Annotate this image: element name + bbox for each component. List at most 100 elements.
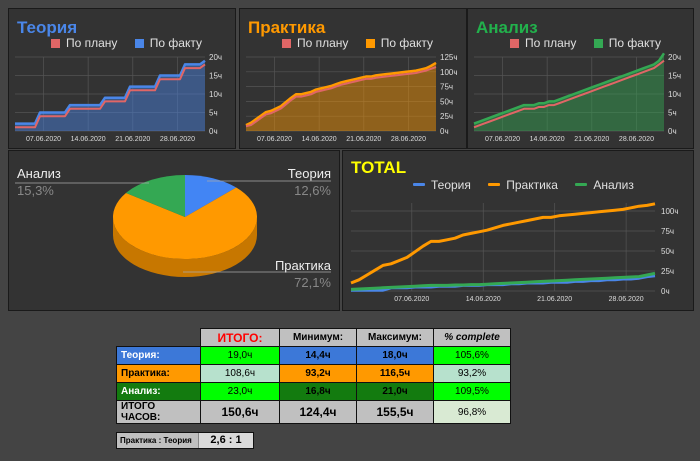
legend-analiz: Анализ [575,178,634,192]
plan-line [15,63,206,129]
y-tick-label: 20ч [668,53,681,62]
legend-praktika: Практика [488,178,558,192]
cell-total: 150,6ч [200,400,280,424]
legend-swatch-fact [134,39,144,48]
y-tick-label: 10ч [209,90,222,99]
cell-min: 14,4ч [279,346,357,365]
cell-min: 124,4ч [279,400,357,424]
pie-value-teoria: 12,6% [294,183,331,198]
chart-title-praktika: Практика [248,18,326,37]
y-tick-label: 100ч [440,68,458,77]
legend-plan: По плану [282,36,348,50]
x-tick-label: 14.06.2020 [466,296,501,303]
pie-label-praktika: Практика [274,258,331,273]
y-tick-label: 0ч [661,287,670,296]
cell-total: 108,6ч [200,364,280,383]
x-tick-label: 21.06.2020 [346,136,381,143]
x-tick-label: 21.06.2020 [115,136,150,143]
legend-fact: По факту [365,36,433,50]
cell-total: 19,0ч [200,346,280,365]
legend-teoria-label: Теория [431,178,471,192]
chart-panel-analiz: Анализ По плану По факту 0ч 5ч 10ч 15ч 20ч 07… [467,8,694,149]
y-tick-label: 15ч [209,72,222,81]
cell-max: 18,0ч [356,346,434,365]
y-tick-label: 100ч [661,207,679,216]
legend-swatch-fact [593,39,603,48]
table-row: Теория: 19,0ч 14,4ч 18,0ч 105,6% [116,346,511,365]
x-tick-label: 14.06.2020 [71,136,106,143]
pie-panel: Анализ 15,3% Теория 12,6% Практика 72,1% [8,150,340,311]
legend-swatch-plan [510,39,519,48]
chart-title-teoria: Теория [17,18,78,37]
x-tick-label: 07.06.2020 [257,136,292,143]
pie-label-teoria: Теория [287,166,331,181]
cell-pct: 105,6% [433,346,511,365]
x-tick-label: 21.06.2020 [574,136,609,143]
pie-slice-Теория [185,175,237,217]
y-tick-label: 25ч [440,112,453,121]
legend-plan-label: По плану [297,36,349,50]
fact-line [245,61,437,127]
cell-total: 23,0ч [200,382,280,401]
x-tick-label: 07.06.2020 [485,136,520,143]
y-tick-label: 20ч [209,53,222,62]
y-tick-label: 10ч [668,90,681,99]
chart-legend-praktika: По плану По факту [282,36,447,50]
table-corner [117,329,201,347]
pie-value-praktika: 72,1% [294,275,331,290]
stats-table: ИТОГО: Минимум: Максимум: % complete Тео… [116,328,511,424]
legend-plan-label: По плану [525,36,577,50]
fact-line [15,59,206,125]
row-label: ИТОГО ЧАСОВ: [116,400,201,424]
row-label: Теория: [116,346,201,365]
legend-plan: По плану [51,36,117,50]
chart-panel-teoria: Теория По плану По факту 0ч 5ч 10ч 15ч 20ч 07… [8,8,236,149]
legend-swatch-plan [282,39,291,48]
y-tick-label: 25ч [661,267,674,276]
header-pct: % complete [433,328,511,347]
fact-area [474,53,664,131]
table-row: Практика: 108,6ч 93,2ч 116,5ч 93,2% [116,364,511,383]
row-label: Практика: [116,364,201,383]
legend-praktika-label: Практика [506,178,558,192]
total-legend: Теория Практика Анализ [413,178,648,192]
legend-plan: По плану [510,36,576,50]
y-tick-label: 75ч [661,227,674,236]
ratio-value: 2,6 : 1 [198,433,253,448]
cell-min: 93,2ч [279,364,357,383]
total-panel: TOTAL Теория Практика Анализ 0ч 25ч 50ч 75ч… [342,150,694,311]
legend-teoria: Теория [413,178,471,192]
series-line-1 [350,202,656,285]
total-title: TOTAL [351,158,407,177]
legend-fact-label: По факту [380,36,433,50]
y-tick-label: 50ч [661,247,674,256]
chart-legend-teoria: По плану По факту [51,36,216,50]
legend-fact-label: По факту [149,36,202,50]
cell-pct: 93,2% [433,364,511,383]
y-tick-label: 50ч [440,97,453,106]
y-tick-label: 5ч [209,109,218,118]
x-tick-label: 28.06.2020 [160,136,195,143]
header-max: Максимум: [356,328,434,347]
pie-slice-Практика [113,187,258,259]
cell-min: 16,8ч [279,382,357,401]
pie-value-analiz: 15,3% [17,183,54,198]
x-tick-label: 07.06.2020 [26,136,61,143]
series-line-2 [350,271,656,291]
chart-praktika: 0ч 25ч 50ч 75ч 100ч 125ч 07.06.2020 14.06.2020 2… [245,53,458,143]
table-row: ИТОГО ЧАСОВ: 150,6ч 124,4ч 155,5ч 96,8% [116,400,511,424]
header-min: Минимум: [279,328,357,347]
cell-max: 155,5ч [356,400,434,424]
cell-max: 116,5ч [356,364,434,383]
header-total: ИТОГО: [200,328,280,347]
fact-line [473,52,666,125]
y-tick-label: 75ч [440,83,453,92]
legend-analiz-label: Анализ [593,178,634,192]
x-tick-label: 14.06.2020 [530,136,565,143]
legend-fact: По факту [134,36,202,50]
pie-chart [15,175,331,277]
ratio-label: Практика : Теория [120,436,192,445]
legend-line-analiz [575,183,588,186]
legend-plan-label: По плану [66,36,118,50]
chart-title-analiz: Анализ [476,18,538,37]
